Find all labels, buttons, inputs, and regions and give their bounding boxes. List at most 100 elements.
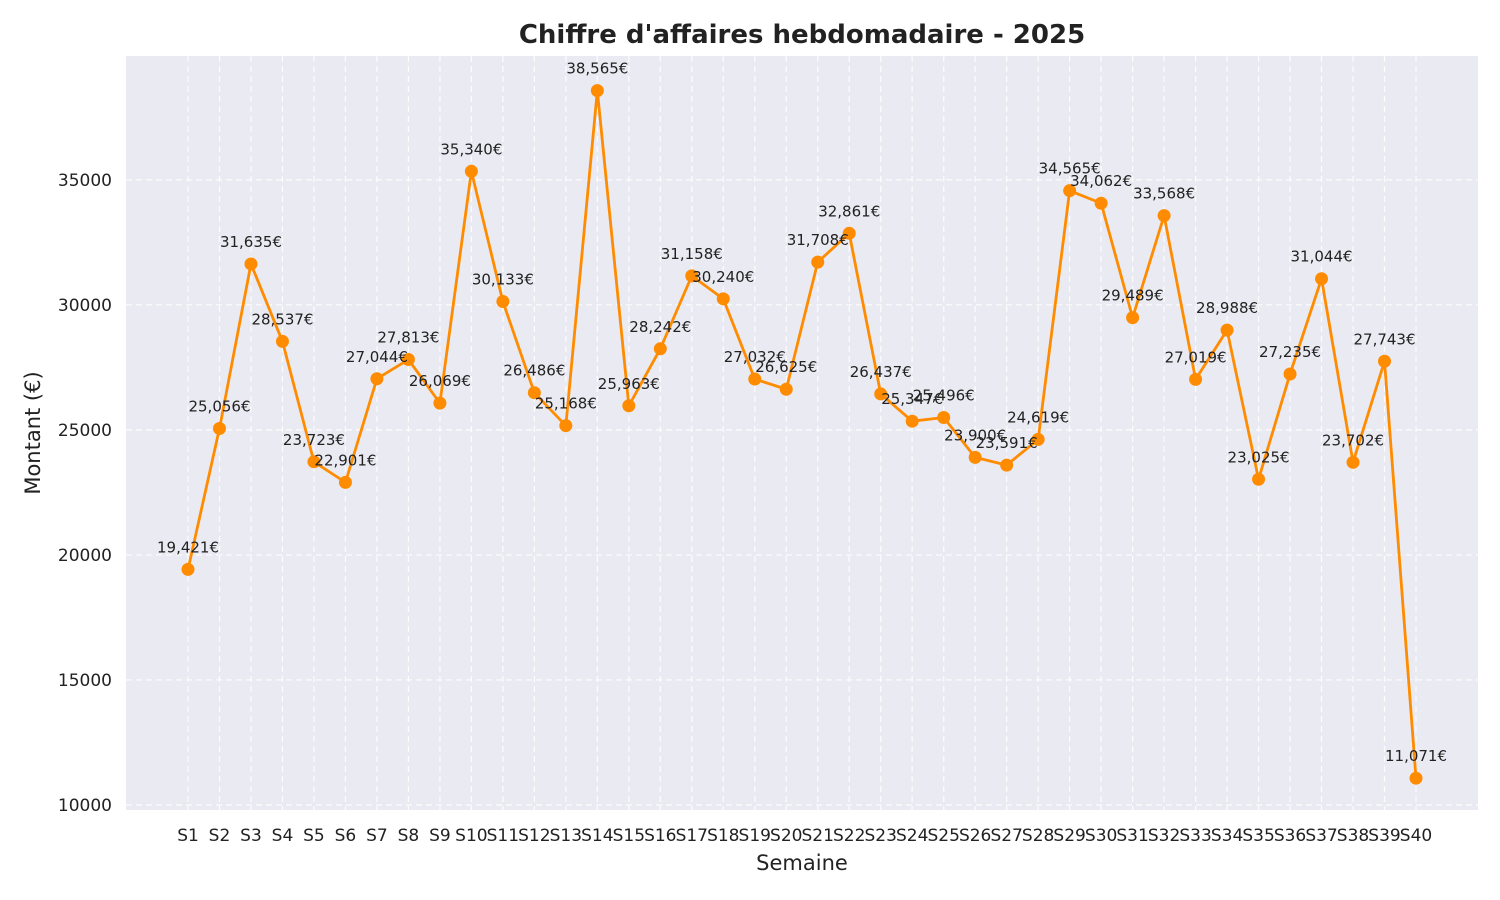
data-point xyxy=(181,562,195,576)
x-tick-label: S2 xyxy=(209,826,231,846)
data-point xyxy=(1031,432,1045,446)
data-point xyxy=(1346,455,1360,469)
x-tick-label: S34 xyxy=(1211,826,1243,846)
data-point xyxy=(874,387,888,401)
data-point xyxy=(905,414,919,428)
y-tick-label: 30000 xyxy=(58,296,112,316)
x-tick-label: S14 xyxy=(581,826,613,846)
x-tick-label: S36 xyxy=(1274,826,1306,846)
series-line xyxy=(186,89,1418,779)
data-label: 23,900€ xyxy=(944,426,1006,444)
plot-area xyxy=(126,56,1478,810)
x-tick-label: S18 xyxy=(707,826,739,846)
y-tick-label: 20000 xyxy=(58,546,112,566)
data-label: 34,062€ xyxy=(1070,172,1132,190)
data-label: 28,242€ xyxy=(629,318,691,336)
x-tick-label: S26 xyxy=(959,826,991,846)
data-points xyxy=(181,84,1423,785)
data-point xyxy=(307,455,321,469)
data-label: 26,486€ xyxy=(503,362,565,380)
data-label: 35,340€ xyxy=(440,140,502,158)
x-tick-label: S11 xyxy=(487,826,519,846)
x-tick-label: S20 xyxy=(770,826,802,846)
data-point xyxy=(401,353,415,367)
data-point xyxy=(338,475,352,489)
data-point xyxy=(433,396,447,410)
data-label: 31,708€ xyxy=(787,231,849,249)
y-tick-label: 25000 xyxy=(58,421,112,441)
x-tick-labels: S1 S2 S3 S4 S5 S6 S7 S8 S9 S10 S11 S12 S13 S14 S15 S16 S… xyxy=(177,826,1432,846)
x-tick-label: S8 xyxy=(398,826,420,846)
x-tick-label: S7 xyxy=(366,826,388,846)
x-tick-label: S38 xyxy=(1337,826,1369,846)
x-tick-label: S4 xyxy=(272,826,294,846)
data-label: 28,537€ xyxy=(251,310,313,328)
data-label: 31,044€ xyxy=(1291,248,1353,266)
data-label: 23,702€ xyxy=(1322,431,1384,449)
data-label: 19,421€ xyxy=(157,538,219,556)
data-point xyxy=(212,421,226,435)
data-label: 27,044€ xyxy=(346,348,408,366)
data-label: 23,723€ xyxy=(283,431,345,449)
data-point xyxy=(748,372,762,386)
data-label: 22,901€ xyxy=(314,451,376,469)
data-point xyxy=(1315,272,1329,286)
data-point xyxy=(1000,458,1014,472)
x-tick-label: S32 xyxy=(1148,826,1180,846)
data-label: 28,988€ xyxy=(1196,299,1258,317)
x-tick-label: S33 xyxy=(1179,826,1211,846)
x-tick-label: S35 xyxy=(1242,826,1274,846)
data-point xyxy=(244,257,258,271)
x-tick-label: S19 xyxy=(739,826,771,846)
data-label: 26,625€ xyxy=(755,358,817,376)
data-label: 27,032€ xyxy=(724,348,786,366)
data-label: 25,056€ xyxy=(188,397,250,415)
data-point xyxy=(779,382,793,396)
data-label: 24,619€ xyxy=(1007,408,1069,426)
data-label: 31,635€ xyxy=(220,233,282,251)
x-tick-label: S1 xyxy=(177,826,199,846)
data-label: 27,235€ xyxy=(1259,343,1321,361)
x-tick-label: S6 xyxy=(335,826,357,846)
x-tick-label: S5 xyxy=(303,826,325,846)
data-point xyxy=(496,295,510,309)
data-point xyxy=(464,164,478,178)
data-point xyxy=(275,334,289,348)
x-tick-label: S29 xyxy=(1053,826,1085,846)
data-label: 30,240€ xyxy=(692,268,754,286)
y-axis-label: Montant (€) xyxy=(21,371,45,494)
data-label: 25,168€ xyxy=(535,395,597,413)
data-label: 27,813€ xyxy=(377,329,439,347)
x-tick-label: S24 xyxy=(896,826,928,846)
data-point xyxy=(1126,311,1140,325)
data-point xyxy=(1094,196,1108,210)
y-tick-label: 10000 xyxy=(58,796,112,816)
data-label: 32,861€ xyxy=(818,202,880,220)
x-tick-label: S12 xyxy=(518,826,550,846)
data-label: 31,158€ xyxy=(661,245,723,263)
x-tick-label: S31 xyxy=(1116,826,1148,846)
data-label: 23,025€ xyxy=(1228,448,1290,466)
data-point xyxy=(559,419,573,433)
data-labels: 19,421€ 25,056€ 31,635€ 28,537€ 23,723€ 22,90… xyxy=(157,60,1447,766)
x-tick-label: S10 xyxy=(455,826,487,846)
data-label: 27,743€ xyxy=(1353,330,1415,348)
data-label: 26,437€ xyxy=(850,363,912,381)
x-tick-label: S15 xyxy=(613,826,645,846)
data-label: 25,347€ xyxy=(881,390,943,408)
data-point xyxy=(1283,367,1297,381)
x-tick-label: S30 xyxy=(1085,826,1117,846)
data-label: 25,963€ xyxy=(598,375,660,393)
data-point xyxy=(590,84,604,98)
y-tick-label: 15000 xyxy=(58,671,112,691)
data-point xyxy=(1378,354,1392,368)
x-tick-label: S40 xyxy=(1400,826,1432,846)
x-tick-label: S21 xyxy=(802,826,834,846)
x-tick-label: S27 xyxy=(990,826,1022,846)
data-point xyxy=(1252,472,1266,486)
data-point xyxy=(527,386,541,400)
x-tick-label: S25 xyxy=(927,826,959,846)
data-label: 23,591€ xyxy=(976,434,1038,452)
y-tick-label: 35000 xyxy=(58,171,112,191)
x-tick-label: S17 xyxy=(676,826,708,846)
